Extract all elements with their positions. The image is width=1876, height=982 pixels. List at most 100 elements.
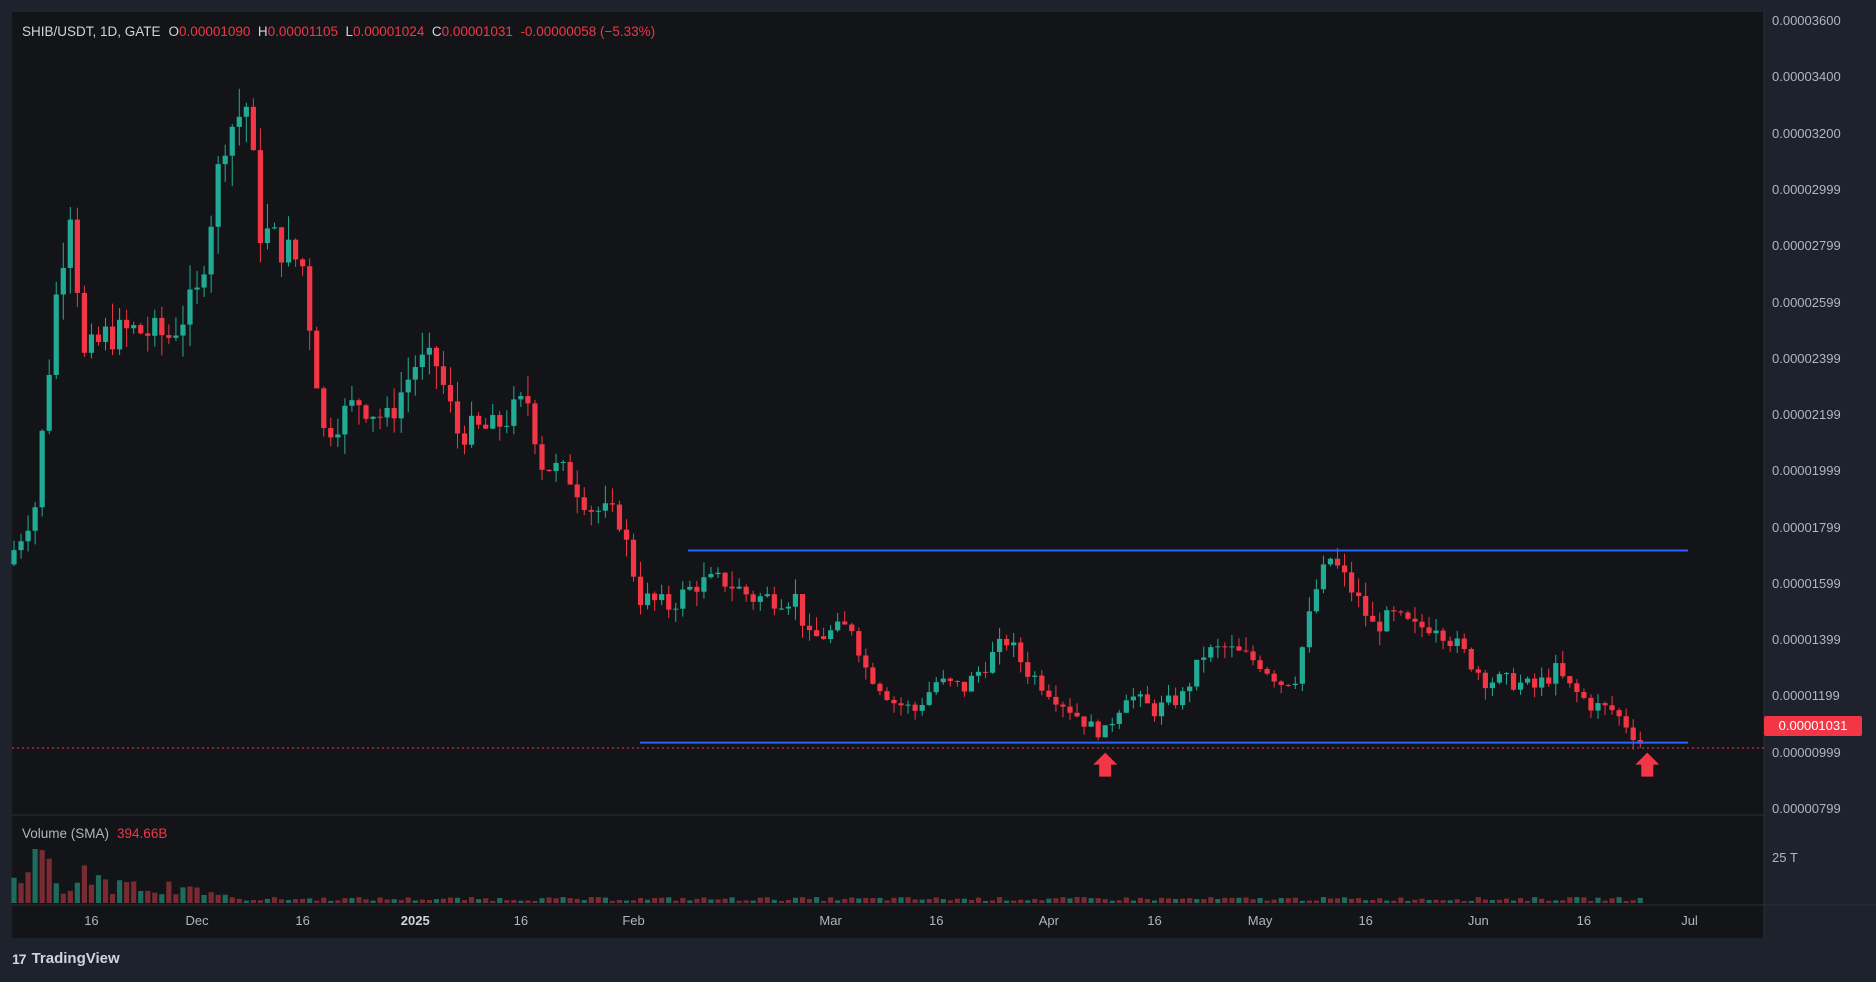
candle[interactable]	[250, 98, 256, 151]
candle[interactable]	[300, 257, 306, 276]
candle[interactable]	[715, 567, 721, 579]
candle[interactable]	[88, 323, 95, 359]
candle[interactable]	[1327, 557, 1334, 567]
candle[interactable]	[349, 386, 355, 412]
candle[interactable]	[1074, 703, 1080, 718]
candle[interactable]	[102, 317, 109, 351]
candle[interactable]	[919, 697, 925, 716]
candle[interactable]	[1412, 607, 1418, 634]
candle[interactable]	[314, 326, 320, 389]
candle[interactable]	[694, 580, 700, 606]
candle[interactable]	[335, 418, 341, 447]
candle[interactable]	[124, 309, 130, 347]
candle[interactable]	[1377, 612, 1383, 646]
candle[interactable]	[377, 408, 383, 430]
candle[interactable]	[1581, 688, 1587, 700]
candle[interactable]	[539, 435, 545, 480]
candle[interactable]	[60, 242, 66, 320]
candle[interactable]	[898, 697, 904, 716]
candle[interactable]	[1187, 682, 1193, 703]
candle[interactable]	[602, 485, 608, 518]
candle[interactable]	[222, 144, 228, 182]
candle[interactable]	[1489, 677, 1495, 697]
candle[interactable]	[405, 357, 411, 413]
candle[interactable]	[1130, 688, 1136, 709]
candle[interactable]	[680, 581, 686, 617]
candle[interactable]	[1053, 685, 1059, 712]
candle[interactable]	[609, 488, 615, 513]
candle[interactable]	[391, 388, 397, 433]
candle[interactable]	[574, 470, 580, 514]
candle[interactable]	[483, 417, 489, 430]
candle[interactable]	[278, 226, 285, 278]
candle[interactable]	[342, 398, 348, 454]
candle[interactable]	[595, 506, 601, 524]
candle[interactable]	[1250, 645, 1256, 666]
candle[interactable]	[518, 392, 524, 408]
candle[interactable]	[1109, 717, 1115, 732]
candle[interactable]	[1595, 694, 1601, 719]
candle[interactable]	[32, 502, 38, 545]
candle[interactable]	[1102, 725, 1108, 738]
candle[interactable]	[1264, 666, 1270, 676]
candle[interactable]	[1482, 669, 1488, 700]
candle[interactable]	[863, 648, 869, 680]
candle[interactable]	[1144, 685, 1151, 704]
candle[interactable]	[1398, 610, 1404, 616]
candle[interactable]	[229, 123, 235, 187]
candle[interactable]	[1539, 667, 1545, 696]
candle[interactable]	[117, 308, 123, 356]
candle[interactable]	[1454, 630, 1460, 654]
candle[interactable]	[95, 326, 102, 346]
candle[interactable]	[307, 258, 313, 351]
candle[interactable]	[687, 580, 693, 591]
candle[interactable]	[588, 505, 594, 526]
candle[interactable]	[201, 265, 207, 297]
candle[interactable]	[511, 386, 517, 435]
candle[interactable]	[961, 681, 967, 697]
candle[interactable]	[982, 661, 989, 679]
candle[interactable]	[849, 622, 855, 636]
candle[interactable]	[525, 376, 531, 416]
candle[interactable]	[1602, 701, 1608, 716]
candle[interactable]	[440, 350, 447, 394]
candle[interactable]	[532, 399, 538, 455]
candle[interactable]	[152, 309, 158, 347]
candle[interactable]	[1419, 613, 1425, 638]
candle[interactable]	[1567, 675, 1573, 688]
candle[interactable]	[1299, 646, 1305, 692]
candle[interactable]	[821, 627, 827, 640]
candle[interactable]	[187, 265, 193, 346]
candle[interactable]	[799, 593, 806, 638]
candle[interactable]	[1546, 668, 1552, 688]
candle[interactable]	[1574, 679, 1580, 703]
candle[interactable]	[806, 613, 813, 641]
candle[interactable]	[138, 322, 144, 335]
candle[interactable]	[159, 306, 165, 356]
candle[interactable]	[243, 102, 249, 143]
candle[interactable]	[778, 599, 784, 611]
candle[interactable]	[363, 403, 369, 423]
candle[interactable]	[1137, 690, 1143, 707]
candle[interactable]	[419, 332, 425, 380]
candle[interactable]	[1201, 646, 1207, 673]
candle[interactable]	[673, 602, 679, 622]
candle[interactable]	[933, 677, 939, 695]
candle[interactable]	[1517, 674, 1524, 695]
candle[interactable]	[145, 316, 151, 352]
candle[interactable]	[293, 238, 299, 267]
candle[interactable]	[884, 687, 890, 702]
candle[interactable]	[764, 586, 770, 598]
candle[interactable]	[968, 671, 975, 692]
candle[interactable]	[1236, 638, 1242, 652]
candle[interactable]	[1496, 671, 1503, 685]
candle[interactable]	[328, 417, 334, 447]
candle[interactable]	[1616, 708, 1622, 726]
candle[interactable]	[637, 561, 644, 615]
candle[interactable]	[750, 590, 756, 610]
candle[interactable]	[1173, 687, 1179, 709]
candle[interactable]	[131, 321, 137, 334]
candle[interactable]	[828, 625, 834, 644]
candle[interactable]	[236, 88, 242, 146]
